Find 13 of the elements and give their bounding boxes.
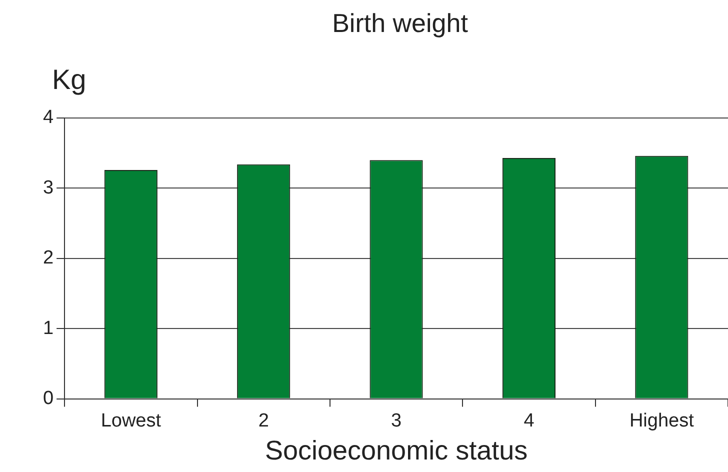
x-tick-label: Highest bbox=[629, 410, 695, 432]
y-tick-label: 1 bbox=[42, 318, 54, 339]
x-tick-label: 2 bbox=[258, 410, 269, 432]
x-tick-label: Lowest bbox=[100, 410, 162, 432]
y-tick-label: 3 bbox=[42, 177, 54, 198]
y-tick-label: 4 bbox=[42, 107, 54, 128]
y-axis-title: Kg bbox=[52, 64, 86, 96]
x-axis-title: Socioeconomic status bbox=[264, 435, 528, 466]
x-tick-label: 4 bbox=[524, 410, 535, 432]
chart-title: Birth weight bbox=[331, 8, 469, 39]
x-tick-label: 3 bbox=[390, 410, 402, 432]
y-tick-label: 2 bbox=[42, 248, 54, 269]
y-tick-label: 0 bbox=[42, 388, 54, 410]
